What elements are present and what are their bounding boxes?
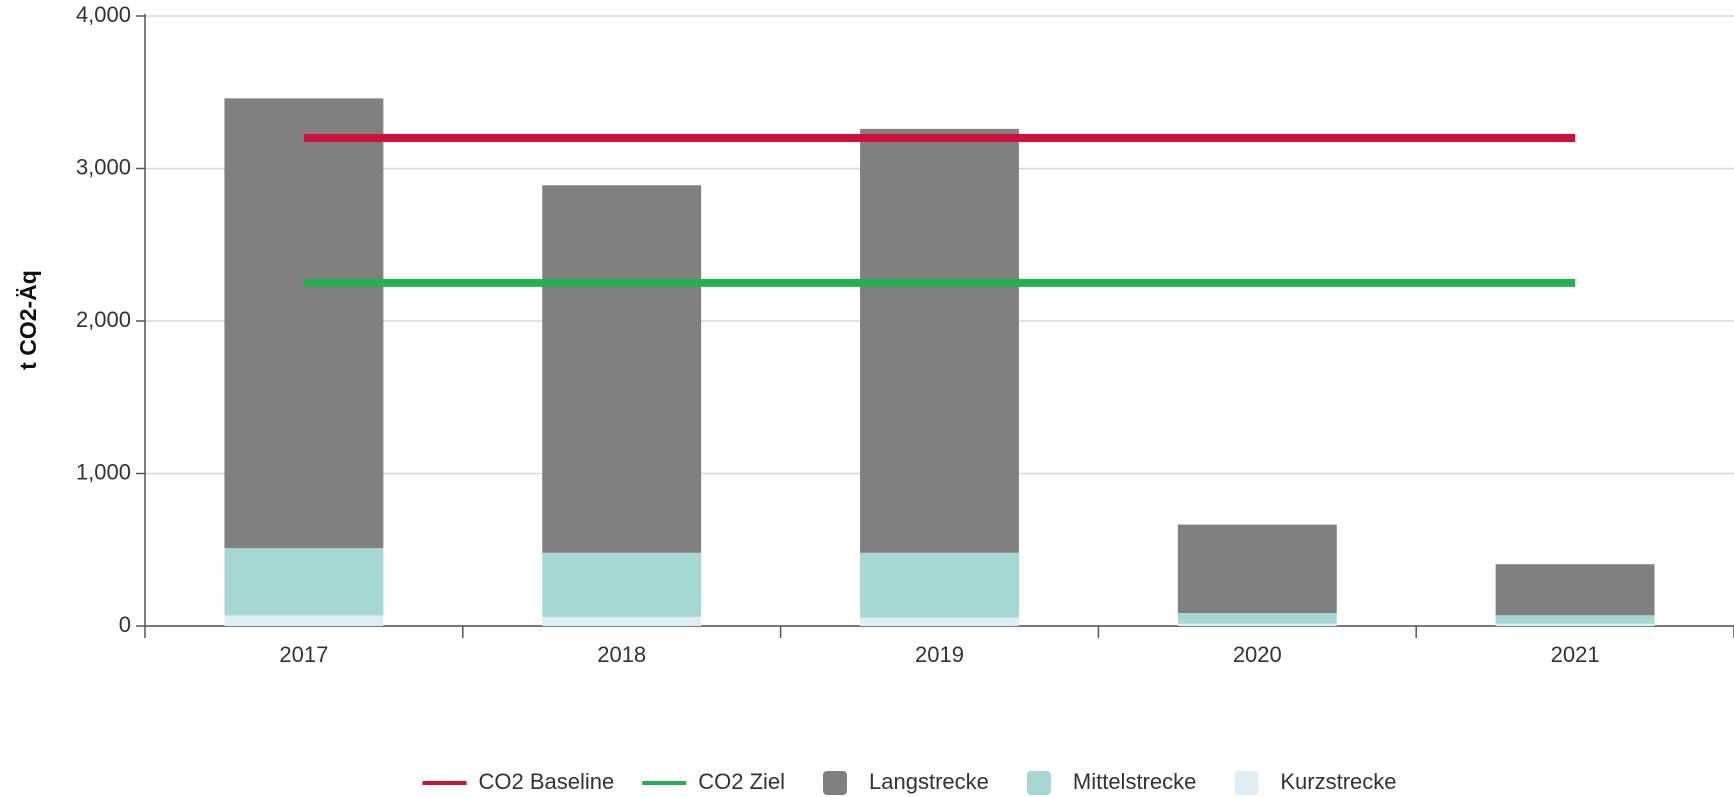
legend-label: CO2 Ziel bbox=[698, 769, 785, 794]
bar-segment bbox=[542, 552, 702, 617]
y-tick-label: 3,000 bbox=[76, 154, 131, 179]
bar-segment bbox=[224, 548, 384, 616]
legend: CO2 Baseline CO2 Ziel Langstrecke Mittelstr… bbox=[422, 769, 1397, 795]
legend-symbol bbox=[1026, 771, 1051, 795]
bar-segment bbox=[1495, 615, 1655, 624]
legend-label: Langstrecke bbox=[869, 769, 989, 794]
y-tick-label: 0 bbox=[119, 612, 131, 637]
bar-segment bbox=[1177, 613, 1337, 624]
x-tick-label: 2019 bbox=[915, 642, 964, 667]
x-tick-label: 2017 bbox=[279, 642, 328, 667]
bar-segment bbox=[860, 128, 1019, 553]
bar-segment bbox=[860, 552, 1019, 618]
bar-segment bbox=[1177, 524, 1337, 614]
y-tick-label: 1,000 bbox=[76, 459, 131, 484]
bar-segment bbox=[224, 615, 384, 626]
bar-segment bbox=[860, 617, 1019, 626]
legend-label: CO2 Baseline bbox=[478, 769, 614, 794]
x-tick-label: 2020 bbox=[1233, 642, 1282, 667]
legend-symbol bbox=[823, 771, 848, 795]
y-tick-label: 2,000 bbox=[76, 307, 131, 332]
legend-label: Kurzstrecke bbox=[1280, 769, 1396, 794]
bar-segment bbox=[542, 616, 702, 626]
bar-segment bbox=[1177, 623, 1337, 626]
x-tick-label: 2018 bbox=[597, 642, 646, 667]
x-tick-label: 2021 bbox=[1551, 642, 1600, 667]
legend-symbol bbox=[1234, 771, 1259, 795]
legend-label: Mittelstrecke bbox=[1073, 769, 1196, 794]
bar-segment bbox=[1495, 623, 1655, 626]
y-tick-label: 4,000 bbox=[76, 2, 131, 27]
bar-segment bbox=[1495, 564, 1655, 616]
bar-segment bbox=[542, 185, 702, 553]
y-axis-label: t CO2-Äq bbox=[15, 270, 41, 370]
bar-segment bbox=[224, 98, 384, 549]
